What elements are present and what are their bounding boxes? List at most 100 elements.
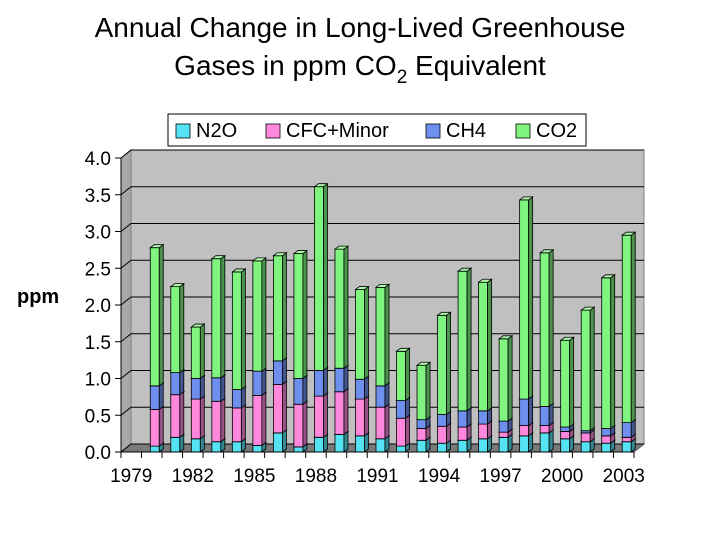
bar-segment-n2o	[293, 446, 304, 453]
bar-segment-cfc-minor	[252, 395, 263, 446]
bar-segment-n2o	[519, 435, 530, 453]
bar-segment-ch4	[560, 426, 571, 432]
bar-segment-co2	[272, 255, 283, 362]
bar-segment-cfc-minor	[355, 398, 365, 437]
bars	[149, 182, 637, 453]
bar-side-cfc-minor	[384, 403, 390, 440]
bar-top-co2	[354, 286, 370, 290]
bar-top-co2	[210, 255, 227, 260]
bar-segment-cfc-minor	[211, 400, 222, 443]
bar-segment-ch4	[211, 377, 222, 402]
bar-side-cfc-minor	[261, 391, 267, 447]
bar-segment-ch4	[519, 398, 530, 426]
bar-segment-ch4	[539, 406, 550, 426]
bar-segment-ch4	[231, 389, 242, 409]
bar-top-co2	[415, 361, 432, 366]
x-tick-label: 1991	[356, 466, 398, 487]
gridline	[120, 333, 644, 343]
gridlines	[120, 149, 644, 453]
bar-top-co2	[538, 249, 555, 254]
bar-segment-ch4	[293, 378, 304, 405]
legend-item: CFC+Minor	[265, 120, 389, 142]
gridline	[120, 186, 644, 196]
bar-segment-n2o	[272, 432, 283, 453]
bar-side-cfc-minor	[281, 380, 287, 434]
bar-segment-co2	[478, 281, 489, 412]
bar-segment-co2	[601, 277, 612, 429]
bar-segment-ch4	[601, 428, 612, 437]
bar-segment-n2o	[396, 445, 406, 453]
bar-side-co2	[569, 336, 575, 428]
bar-side-ch4	[405, 396, 410, 419]
legend-label: N2O	[196, 120, 237, 142]
bar-segment-ch4	[149, 385, 160, 410]
bar-segment-n2o	[498, 436, 509, 453]
bar-side-co2	[446, 311, 451, 416]
bar-segment-n2o	[601, 442, 612, 453]
gridline	[120, 149, 644, 159]
x-tick-label: 2003	[603, 466, 645, 487]
y-tick-label: 3.5	[85, 186, 111, 207]
bar-side-co2	[343, 245, 349, 370]
bar-segment-n2o	[437, 442, 447, 453]
legend-swatch	[515, 123, 531, 139]
bar-side-ch4	[220, 373, 226, 403]
bar-segment-cfc-minor	[601, 435, 612, 444]
bar-segment-co2	[252, 260, 263, 372]
bar-segment-n2o	[478, 438, 489, 453]
bar-segment-cfc-minor	[580, 432, 591, 443]
legend-label: CO2	[536, 120, 577, 142]
bar-side-cfc-minor	[364, 395, 369, 437]
y-tick-label: 0.0	[85, 443, 111, 464]
bar-segment-co2	[314, 186, 324, 371]
bar-segment-cfc-minor	[231, 407, 242, 443]
bar-side-co2	[487, 278, 493, 412]
legend-swatch	[265, 123, 281, 139]
bar-segment-n2o	[621, 441, 632, 453]
bar-segment-co2	[211, 258, 222, 379]
bar-top-co2	[497, 335, 514, 340]
bar-side-cfc-minor	[405, 414, 410, 447]
bar-side-co2	[425, 361, 431, 421]
bar-top-co2	[149, 244, 165, 249]
bar-top-co2	[251, 257, 268, 262]
bar-segment-co2	[621, 234, 632, 424]
bar-side-co2	[466, 267, 472, 412]
bar-segment-n2o	[149, 445, 160, 453]
bar-segment-cfc-minor	[396, 417, 406, 447]
y-tick-label: 2.5	[85, 259, 111, 280]
bar-side-ch4	[548, 402, 554, 427]
bar-segment-co2	[355, 289, 365, 380]
bar-side-cfc-minor	[179, 390, 185, 439]
bar-segment-n2o	[539, 432, 550, 453]
bar-segment-cfc-minor	[190, 398, 201, 440]
bar-top-co2	[231, 268, 247, 273]
gridline	[120, 296, 644, 306]
bar-segment-ch4	[375, 385, 386, 408]
y-axis-label: ppm	[17, 286, 59, 308]
chart-title-line2: Gases in ppm CO2 Equivalent	[174, 50, 546, 88]
bar-side-co2	[158, 243, 164, 387]
bar-segment-n2o	[314, 436, 324, 453]
legend-item: N2O	[175, 120, 237, 142]
bar-segment-n2o	[211, 441, 222, 453]
bar-segment-cfc-minor	[170, 394, 181, 438]
bar-segment-ch4	[457, 410, 468, 428]
bar-side-co2	[199, 323, 205, 380]
bar-side-ch4	[158, 382, 164, 411]
bar-segment-co2	[437, 314, 447, 415]
x-tick-label: 1982	[172, 466, 214, 487]
y-tick-label: 1.0	[85, 370, 111, 391]
bar-segment-n2o	[457, 439, 468, 453]
bar-side-ch4	[179, 368, 185, 396]
bar-side-ch4	[281, 357, 287, 386]
gridline	[120, 223, 644, 232]
bar-segment-co2	[498, 338, 509, 422]
bar-segment-n2o	[355, 435, 365, 453]
bar-side-co2	[220, 254, 226, 379]
bar-side-ch4	[302, 374, 308, 406]
bar-segment-co2	[334, 248, 345, 369]
bar-segment-co2	[293, 253, 304, 379]
